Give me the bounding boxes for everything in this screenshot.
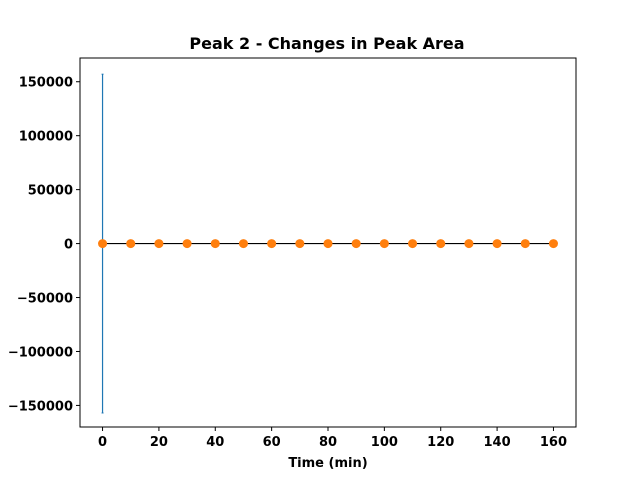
data-point xyxy=(126,239,136,249)
x-tick-label: 160 xyxy=(540,435,567,450)
x-tick-label: 140 xyxy=(484,435,511,450)
y-tick-label: −150000 xyxy=(8,399,73,414)
y-tick-label: 100000 xyxy=(19,130,73,145)
y-tick-label: 50000 xyxy=(28,184,73,199)
data-point xyxy=(154,239,164,249)
x-tick-label: 60 xyxy=(263,435,281,450)
data-point xyxy=(379,239,389,249)
x-tick-label: 40 xyxy=(206,435,224,450)
data-point xyxy=(351,239,361,249)
plot-frame xyxy=(79,57,577,428)
x-tick-label: 0 xyxy=(98,435,107,450)
y-tick-label: −50000 xyxy=(17,292,73,307)
data-point xyxy=(295,239,305,249)
data-point xyxy=(267,239,277,249)
data-point xyxy=(492,239,502,249)
chart-marks xyxy=(98,73,558,414)
data-point xyxy=(464,239,474,249)
x-tick-label: 20 xyxy=(150,435,168,450)
axes: 0 20 40 60 80 100 120 140 160 150000 100000 50000 0 −… xyxy=(8,76,567,450)
data-point xyxy=(98,239,108,249)
chart-title: Peak 2 - Changes in Peak Area xyxy=(189,34,464,53)
data-point xyxy=(436,239,446,249)
data-point xyxy=(182,239,192,249)
data-point xyxy=(408,239,418,249)
y-tick-label: 0 xyxy=(64,238,73,253)
x-tick-label: 100 xyxy=(371,435,398,450)
data-point xyxy=(548,239,558,249)
data-point xyxy=(520,239,530,249)
x-tick-label: 80 xyxy=(319,435,337,450)
y-tick-label: −100000 xyxy=(8,345,73,360)
data-point xyxy=(210,239,220,249)
data-point xyxy=(323,239,333,249)
y-tick-label: 150000 xyxy=(19,76,73,91)
data-point xyxy=(238,239,248,249)
x-tick-label: 120 xyxy=(427,435,454,450)
x-axis-label: Time (min) xyxy=(288,456,367,471)
